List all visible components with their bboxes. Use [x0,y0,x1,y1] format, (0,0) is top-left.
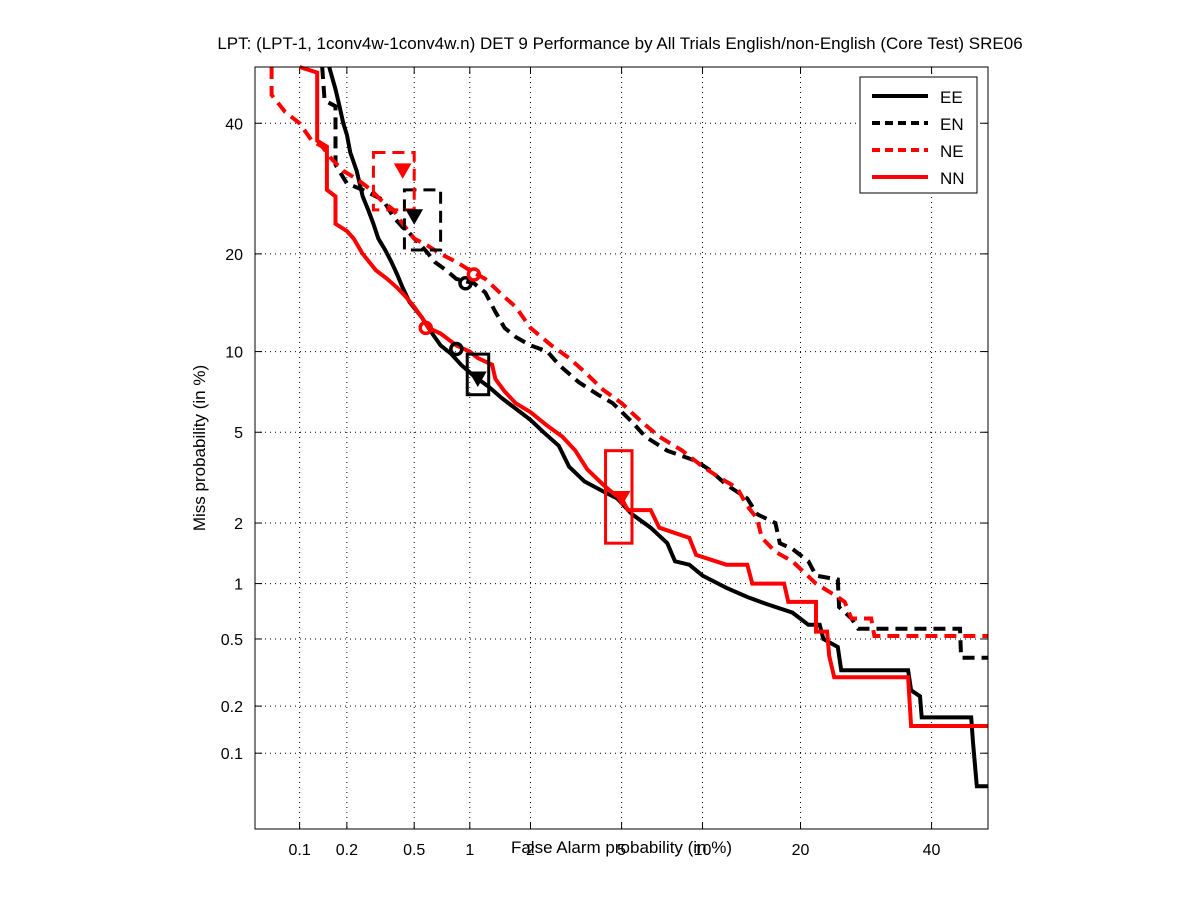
actual-dcf-triangle-nn [612,490,631,507]
x-tick-label: 5 [617,842,626,859]
y-tick-label: 0.2 [221,699,243,716]
x-tick-label: 0.5 [403,842,425,859]
operating-point-markers [393,163,631,507]
min-dcf-circle-ne [466,267,482,282]
legend-label-nn: NN [940,169,965,188]
y-tick-label: 0.5 [221,632,243,649]
chart-title: LPT: (LPT-1, 1conv4w-1conv4w.n) DET 9 Pe… [217,34,1023,53]
y-tick-label: 10 [225,345,243,362]
actual-dcf-triangle-en [405,209,424,225]
det-curve-ee [327,66,988,789]
x-tick-label: 10 [694,842,712,859]
axis-ticks: 0.1 0.2 0.5 1 2 5 10 20 40 0.1 0.2 0.5 1 2 5 10 20 40 [221,67,988,859]
y-tick-label: 20 [225,247,243,264]
plot-frame [254,66,989,830]
confidence-boxes [371,151,634,545]
x-tick-label: 20 [792,842,810,859]
min-dcf-circle-ee [449,341,464,357]
legend-label-en: EN [940,115,964,134]
actual-dcf-triangle-ee [468,371,487,388]
confidence-box-nn [604,449,634,545]
y-tick-label: 0.1 [221,746,243,763]
det-curve-ne [269,67,988,638]
det-curve-nn [298,65,988,728]
legend-label-ee: EE [940,88,963,107]
actual-dcf-triangle-ne [393,163,412,179]
confidence-box-ne [371,151,416,212]
x-tick-label: 1 [465,842,474,859]
confidence-box-en [402,188,443,252]
min-dcf-circle-nn [418,320,433,336]
legend: EE EN NE NN [859,76,978,194]
y-tick-label: 1 [234,577,243,594]
confidence-box-ee [465,352,491,397]
x-tick-label: 40 [923,842,941,859]
x-tick-label: 0.2 [336,842,358,859]
x-tick-label: 2 [526,842,535,859]
min-dcf-circle-en [458,276,473,291]
y-tick-label: 2 [234,516,243,533]
det-curves [269,65,988,789]
x-tick-label: 0.1 [288,842,310,859]
legend-label-ne: NE [940,142,964,161]
x-axis-label: False Alarm probability (in %) [510,838,733,857]
grid-lines [255,67,988,829]
y-tick-label: 5 [234,425,243,442]
y-tick-label: 40 [225,116,243,133]
det-curve-en [320,66,988,660]
